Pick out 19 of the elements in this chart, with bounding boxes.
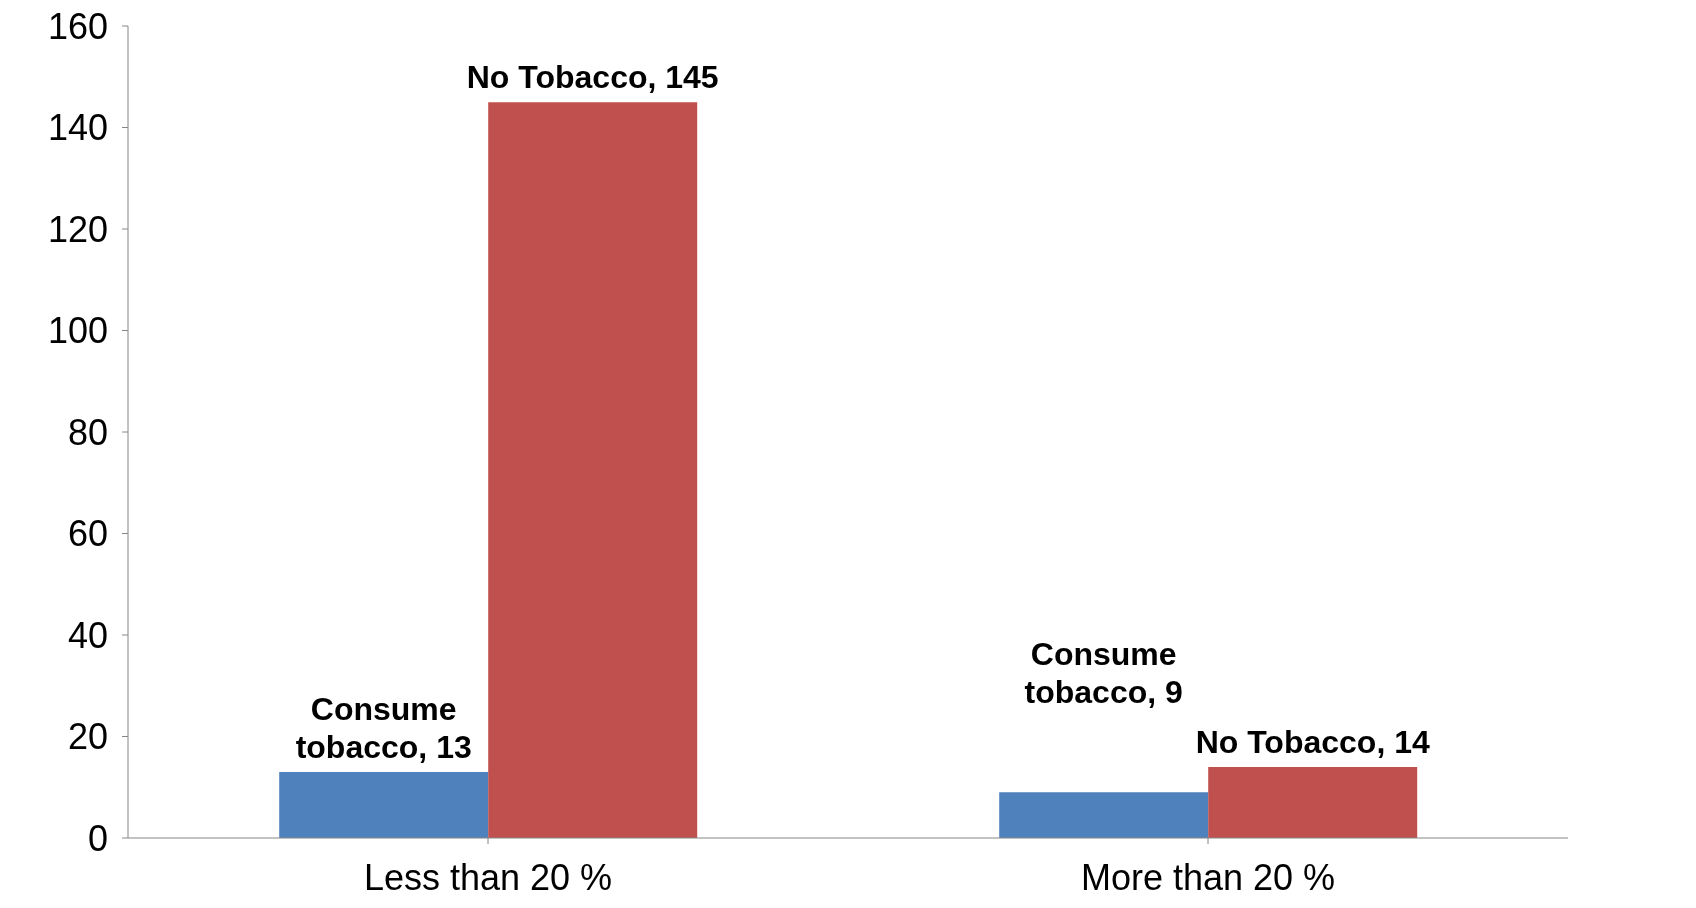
y-tick-label: 120 [47,208,108,250]
x-tick-label: More than 20 % [1080,856,1336,898]
bar [279,772,489,838]
data-label: No Tobacco, 14 [1195,723,1430,760]
y-tick-label: 0 [87,817,108,859]
data-label: Consume tobacco, 13 [295,691,472,766]
bar [488,102,698,838]
bar [999,792,1209,838]
y-tick-label: 60 [67,513,108,555]
x-tick-label: Less than 20 % [363,856,613,898]
y-tick-label: 140 [47,107,108,149]
y-tick-label: 160 [47,5,108,47]
data-label: No Tobacco, 145 [466,59,719,96]
y-tick-label: 20 [67,716,108,758]
y-tick-label: 80 [67,411,108,453]
y-tick-label: 40 [67,614,108,656]
data-label: Consume tobacco, 9 [1024,635,1183,710]
y-tick-label: 100 [47,310,108,352]
bar [1208,766,1418,838]
